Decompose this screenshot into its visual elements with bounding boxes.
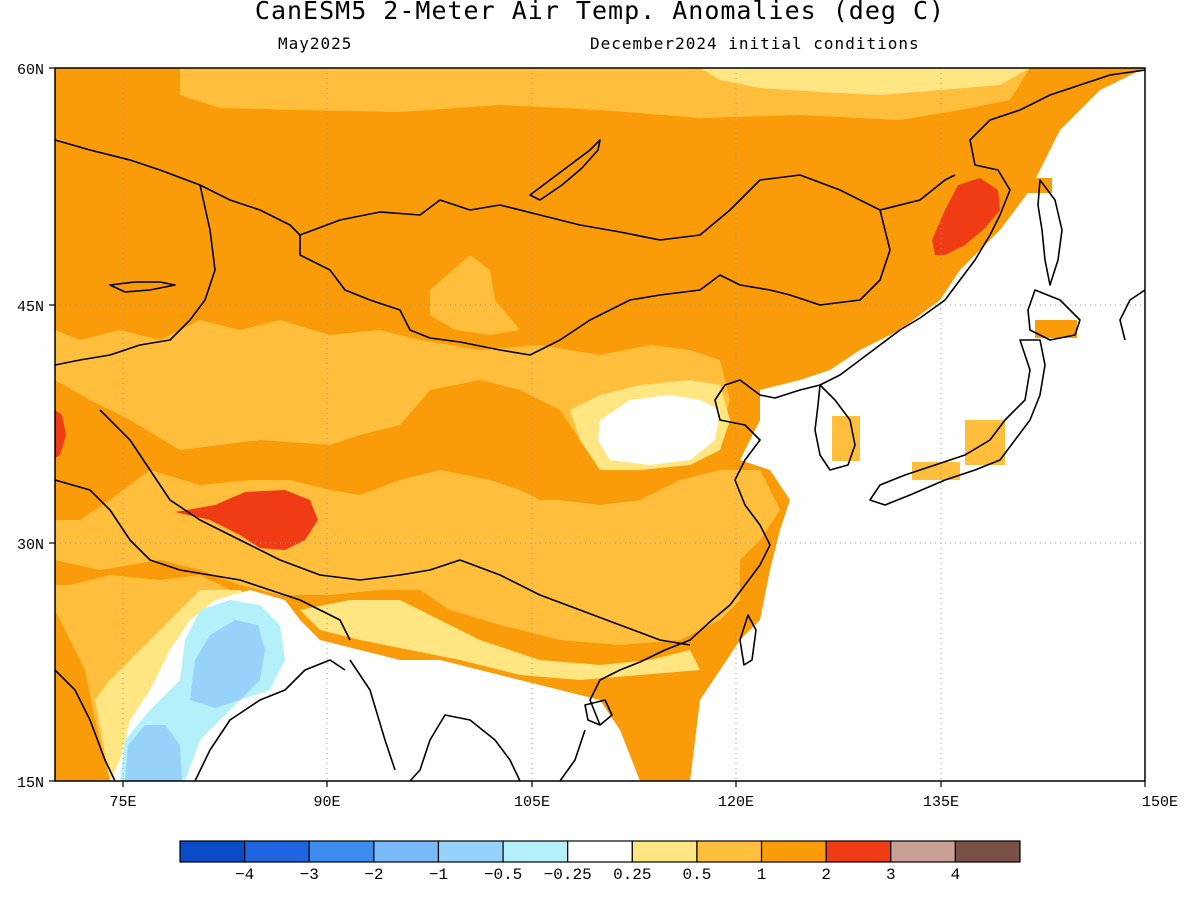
lon-tick-label: 120E (718, 794, 754, 811)
colorbar-swatch (244, 840, 310, 863)
lon-tick-label: 105E (514, 794, 550, 811)
colorbar-label: −4 (235, 866, 254, 884)
latitude-labels: 60N 45N 30N 15N (17, 62, 44, 792)
colorbar-swatch (308, 840, 375, 863)
colorbar-swatch (760, 840, 827, 863)
lon-tick-label: 150E (1142, 794, 1178, 811)
lat-tick-label: 45N (17, 299, 44, 316)
china-russia-border (879, 174, 956, 211)
lon-tick-label: 75E (109, 794, 136, 811)
colorbar-label: 0.25 (613, 866, 651, 884)
india-coast (54, 659, 346, 782)
anomaly-near-zero-east-asia-ocean (690, 68, 1145, 781)
colorbar-label: 1 (757, 866, 767, 884)
hainan (584, 699, 613, 726)
taiwan (739, 614, 757, 666)
hokkaido (1027, 289, 1081, 341)
colorbar-label: −0.25 (544, 866, 592, 884)
colorbar-label: −2 (364, 866, 383, 884)
kazakh-border (54, 139, 301, 366)
anomaly-2-3-tibet (175, 490, 318, 550)
lat-tick-label: 30N (17, 537, 44, 554)
colorbar-swatch (437, 840, 504, 863)
anomaly-0.5-1-mongolia-patch (430, 255, 520, 335)
anomaly-2-3-west-edge (55, 410, 66, 458)
anomaly-0.5-1-central-region (55, 320, 730, 470)
kamchatka (1119, 289, 1146, 341)
colorbar-swatch (825, 840, 892, 863)
anomaly-block-sakhalin (1022, 178, 1052, 193)
anomaly-0.25-0.5-south-strip (300, 600, 700, 680)
colorbar-label: 2 (821, 866, 831, 884)
colorbar-label: −0.5 (484, 866, 522, 884)
anomaly-2-3-manchuria (932, 178, 1000, 255)
bay-of-bengal-coast (349, 659, 396, 771)
coastlines-and-borders (54, 69, 1146, 782)
anomaly-near-zero-east-china (598, 395, 720, 465)
colorbar-swatch (567, 840, 633, 863)
colorbar-swatch (696, 840, 763, 863)
anomaly-minus-0.5-india-north (190, 620, 265, 708)
india-border (54, 479, 351, 641)
longitude-labels: 75E 90E 105E 120E 135E 150E (109, 794, 1178, 811)
shaded-field (55, 68, 1145, 781)
colorbar-swatch (502, 840, 569, 863)
axis-ticks (49, 67, 1146, 787)
colorbar-swatch (373, 840, 440, 863)
anomaly-block-japan-2 (912, 462, 960, 480)
initial-conditions-label: December2024 initial conditions (590, 34, 920, 53)
valid-month-label: May2025 (278, 34, 353, 53)
himalaya-border (99, 409, 691, 646)
colorbar-swatch (179, 840, 246, 863)
anomaly-0.25-0.5-north-strip (700, 68, 1030, 95)
lon-tick-label: 135E (923, 794, 959, 811)
korea-coast (814, 384, 856, 471)
colorbar-label: 0.5 (683, 866, 712, 884)
mongolia-border (299, 174, 891, 356)
lon-tick-label: 90E (313, 794, 340, 811)
colorbar-label: −1 (429, 866, 448, 884)
lat-tick-label: 15N (17, 775, 44, 792)
anomaly-block-hokkaido (1035, 320, 1077, 338)
colorbar: −4 −3 −2 −1 −0.5 −0.25 0.25 0.5 1 2 3 4 (179, 840, 1021, 884)
colorbar-label: 3 (886, 866, 896, 884)
east-asia-coastline (589, 69, 1146, 726)
anomaly-minus-0.5-india-south (125, 725, 182, 781)
sakhalin (1037, 179, 1063, 286)
colorbar-swatch (954, 840, 1021, 863)
balkhash-lake (109, 281, 176, 293)
southeast-asia-coast (409, 714, 586, 782)
colorbar-label: 4 (951, 866, 961, 884)
colorbar-swatch (631, 840, 698, 863)
gridlines (55, 68, 1145, 781)
lat-tick-label: 60N (17, 62, 44, 79)
colorbar-label: −3 (300, 866, 319, 884)
anomaly-block-korea (832, 416, 860, 461)
baikal-lake (529, 139, 601, 201)
plot-frame (54, 67, 1146, 782)
japan-honshu (869, 339, 1046, 506)
colorbar-swatch (890, 840, 956, 863)
map-title: CanESM5 2-Meter Air Temp. Anomalies (deg… (254, 0, 946, 25)
